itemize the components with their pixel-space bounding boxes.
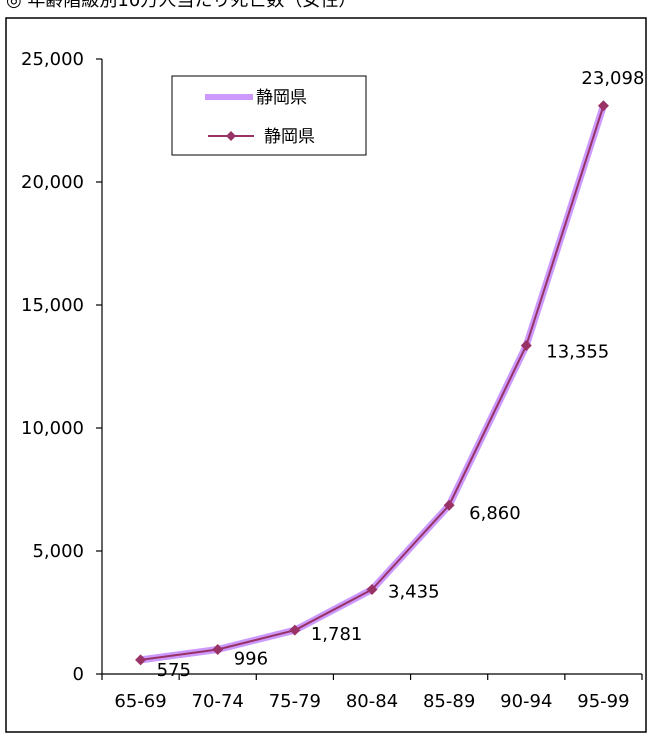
legend-swatch-diamond-marker bbox=[226, 131, 236, 141]
data-label: 6,860 bbox=[469, 503, 521, 524]
data-point-marker bbox=[366, 583, 378, 595]
data-point-marker bbox=[135, 654, 147, 666]
x-tick-label: 95-99 bbox=[577, 691, 629, 712]
data-point-marker bbox=[520, 339, 532, 351]
y-tick-label: 5,000 bbox=[32, 541, 84, 562]
data-point-marker bbox=[289, 624, 301, 636]
data-label: 1,781 bbox=[311, 624, 363, 645]
x-tick-label: 80-84 bbox=[346, 691, 398, 712]
data-label-layer: 575 996 1,781 3,435 6,860 13,355 23,098 bbox=[157, 68, 645, 681]
data-point-marker bbox=[443, 499, 455, 511]
x-axis-ticks: 65-69 70-74 75-79 80-84 85-89 90-94 95-99 bbox=[101, 674, 643, 712]
data-label: 13,355 bbox=[546, 341, 609, 362]
data-point-marker bbox=[597, 100, 609, 112]
data-label: 575 bbox=[157, 660, 191, 681]
legend-label-2: 静岡県 bbox=[264, 127, 315, 147]
legend-box bbox=[171, 75, 367, 156]
x-tick-label: 75-79 bbox=[269, 691, 321, 712]
legend-label-1: 静岡県 bbox=[256, 88, 307, 108]
y-tick-label: 20,000 bbox=[21, 172, 84, 193]
chart-title: ◎ 年齢階級別10万人当たり死亡数（女性） bbox=[6, 0, 356, 11]
y-axis-ticks: 0 5,000 10,000 15,000 20,000 25,000 bbox=[21, 49, 102, 685]
data-point-marker bbox=[212, 643, 224, 655]
legend: 静岡県 静岡県 bbox=[171, 75, 367, 156]
x-tick-label: 65-69 bbox=[114, 691, 166, 712]
x-tick-label: 90-94 bbox=[500, 691, 552, 712]
y-tick-label: 0 bbox=[73, 664, 84, 685]
y-tick-label: 25,000 bbox=[21, 49, 84, 70]
data-label: 23,098 bbox=[581, 68, 644, 89]
marker-layer bbox=[135, 100, 609, 666]
x-tick-label: 70-74 bbox=[192, 691, 244, 712]
y-tick-label: 15,000 bbox=[21, 295, 84, 316]
y-tick-label: 10,000 bbox=[21, 418, 84, 439]
data-label: 996 bbox=[234, 648, 268, 669]
x-tick-label: 85-89 bbox=[423, 691, 475, 712]
data-label: 3,435 bbox=[388, 581, 440, 602]
